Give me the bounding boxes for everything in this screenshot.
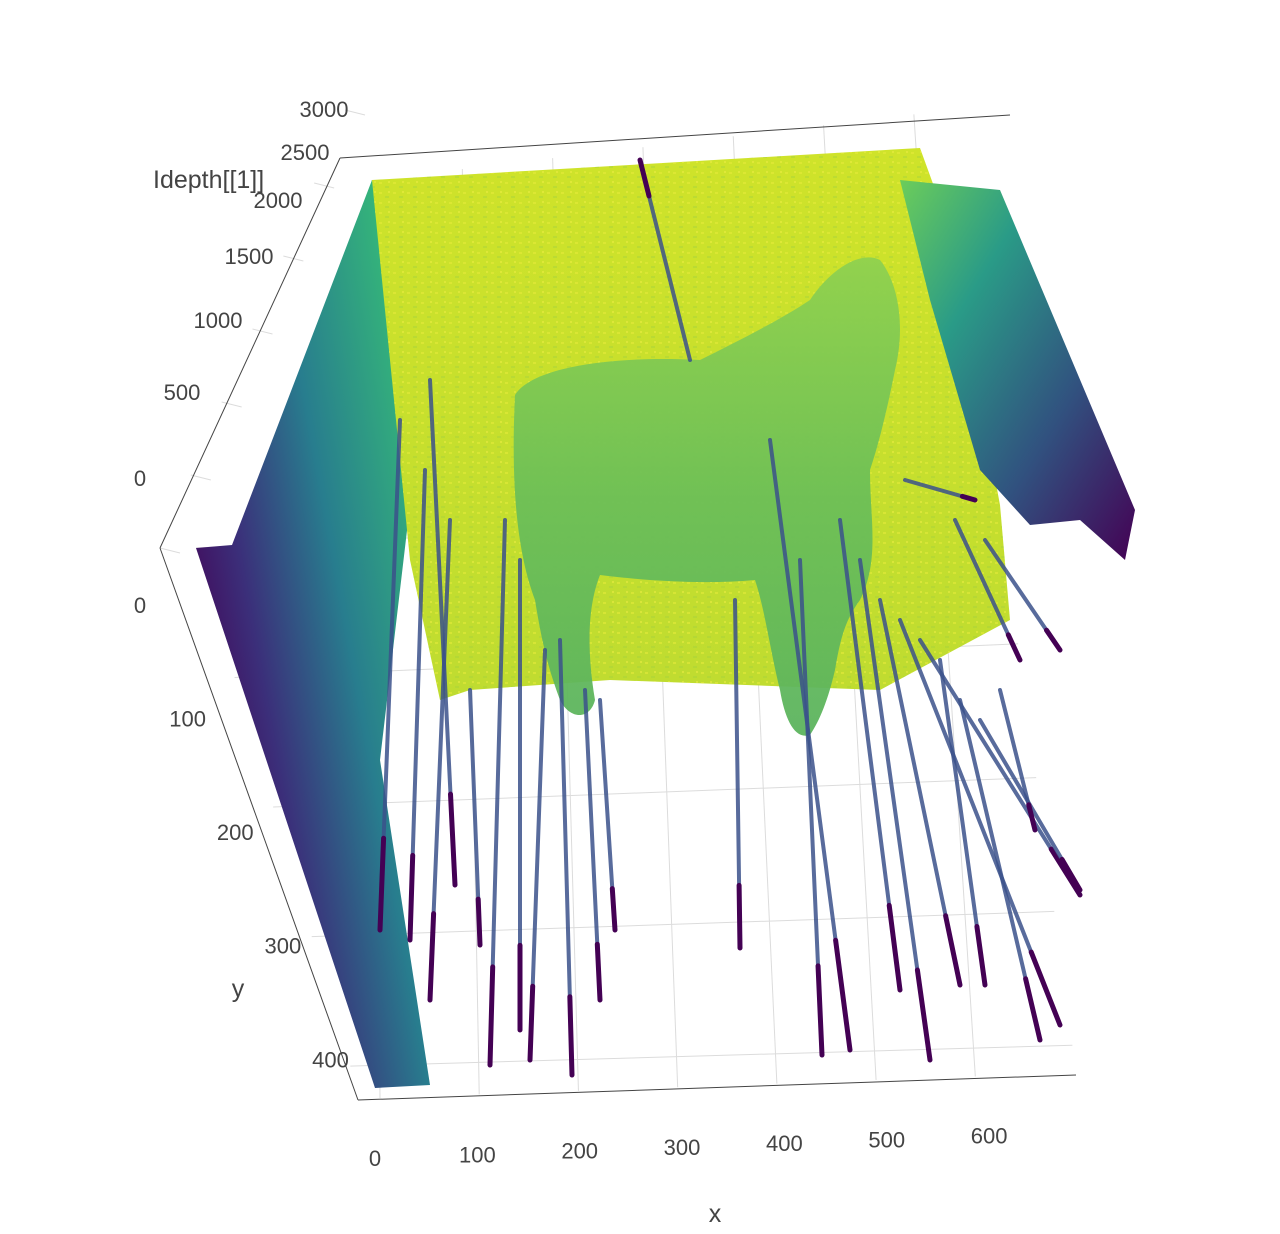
x-axis-ticks: 0 100 200 300 400 500 600 [369,1124,1008,1172]
z-tick-label: 500 [164,380,201,405]
y-axis-ticks: 0 100 200 300 400 [134,593,349,1072]
depth-spike-tip [833,937,853,1053]
depth-spike-tip [427,911,437,1003]
depth-spike-tip [1023,976,1043,1043]
depth-spike-tip [959,493,978,503]
depth-spike-tip [487,964,496,1068]
wall-grid-line [190,474,211,481]
z-tick-label: 3000 [300,97,349,122]
z-tick-label: 1000 [194,308,243,333]
x-tick-label: 100 [459,1142,496,1167]
z-axis-ticks: 0 500 1000 1500 2000 2500 3000 [134,97,349,491]
y-axis-title: y [232,975,245,1003]
depth-spike-tip [943,913,963,988]
y-tick-label: 0 [134,593,146,618]
depth-spike-tip [594,941,603,1003]
z-tick-label: 2000 [254,188,303,213]
wall-grid-line [252,328,273,335]
depth-spike-tip [914,967,933,1063]
x-tick-label: 300 [664,1135,701,1160]
depth-spike-tip [886,902,903,993]
depth-surface [196,148,1135,1088]
x-tick-label: 600 [971,1124,1008,1149]
depth-spike-tip [815,963,825,1058]
depth-spike-tip [1059,856,1083,893]
depth-spike-tip [448,791,458,888]
z-tick-label: 0 [134,466,146,491]
depth-spike-tip [1028,949,1063,1028]
floor-grid-line [350,1044,1073,1067]
z-tick-label: 2500 [281,140,330,165]
wall-grid-line [314,182,335,189]
y-tick-label: 200 [217,820,254,845]
depth-spike-tip [1044,627,1063,653]
x-tick-label: 500 [868,1127,905,1152]
floor-grid-line [311,910,1055,938]
depth-spike-tip [1048,846,1083,898]
depth-spike-tip [736,882,743,951]
depth-spike-tip [1026,802,1038,833]
depth-spike-tip [377,835,387,933]
surface-spikes [377,157,1083,1078]
x-axis-title: x [709,1200,722,1228]
x-tick-label: 200 [561,1139,598,1164]
depth-spike-tip [567,994,575,1078]
y-tick-label: 100 [169,707,206,732]
depth-spike-tip [1005,632,1023,663]
wall-grid-line [159,547,181,554]
depth-spike-tip [527,983,536,1063]
depth-spike-tip [637,157,652,199]
depth-spike-tip [974,924,988,988]
depth-spike-tip [475,896,483,948]
wall-grid-line [221,401,242,408]
axis-lines [159,114,1077,1101]
z-axis-title: Idepth[[1]] [153,166,264,194]
depth-spike-tip [407,852,416,943]
surface-right-cliff [900,180,1135,560]
y-tick-label: 400 [312,1047,349,1072]
depth-spike-tip [609,886,618,933]
wall-grid-line [344,109,366,116]
floor-grid-line [273,777,1037,808]
x-tick-label: 0 [369,1146,381,1171]
x-tick-label: 400 [766,1131,803,1156]
z-tick-label: 1500 [225,244,274,269]
y-tick-label: 300 [264,934,301,959]
